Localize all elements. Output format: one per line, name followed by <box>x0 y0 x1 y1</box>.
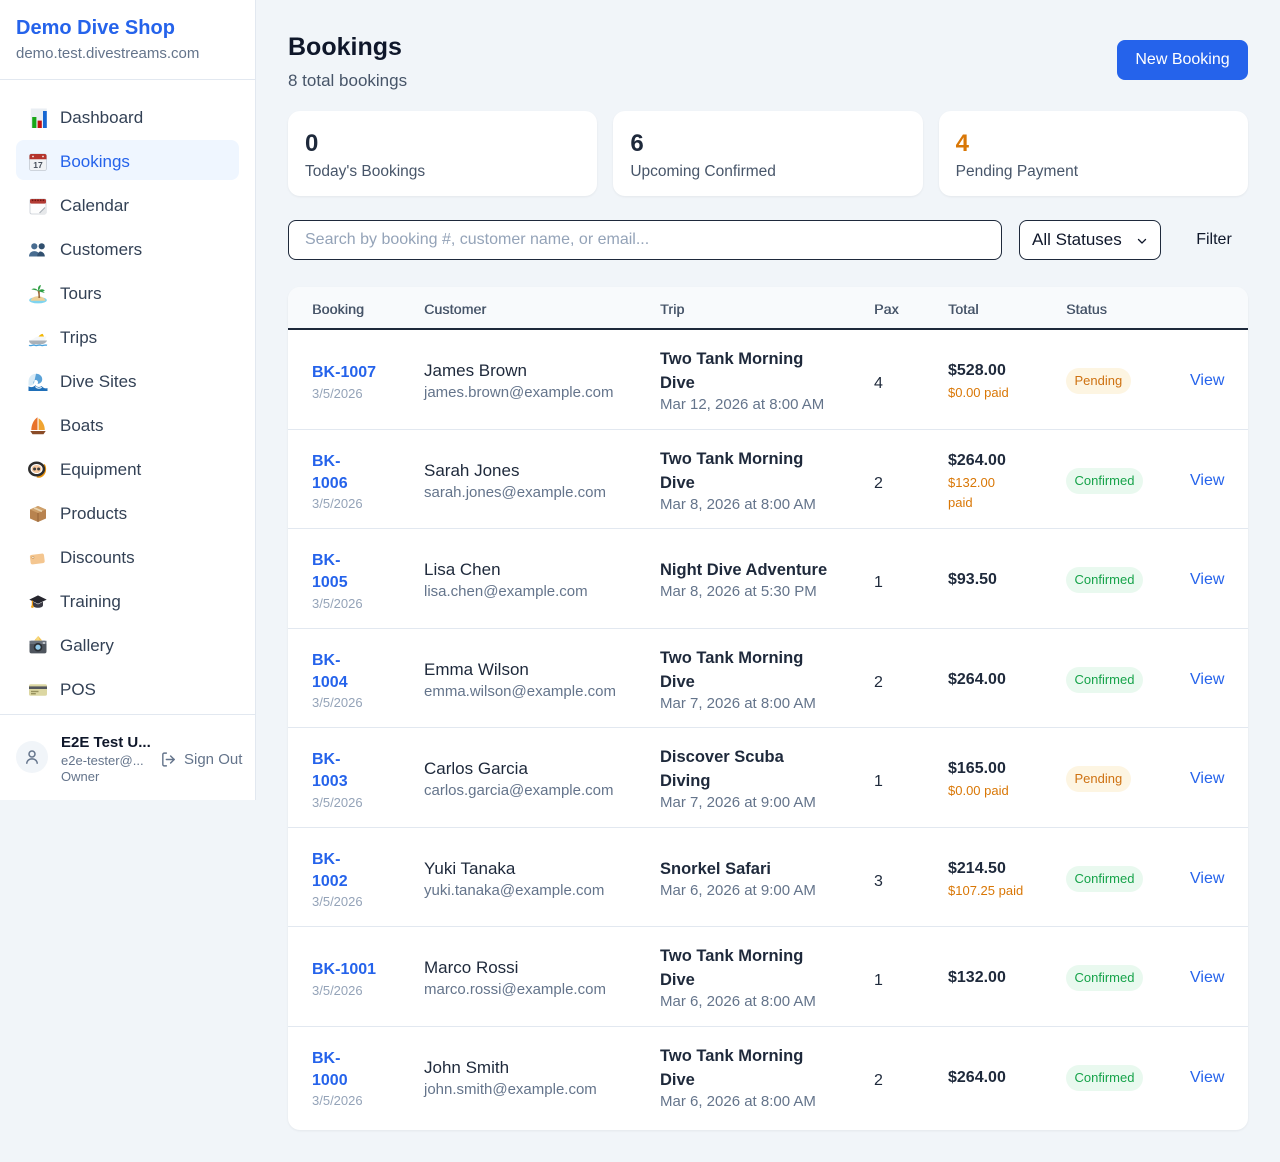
svg-text:17: 17 <box>33 159 43 169</box>
